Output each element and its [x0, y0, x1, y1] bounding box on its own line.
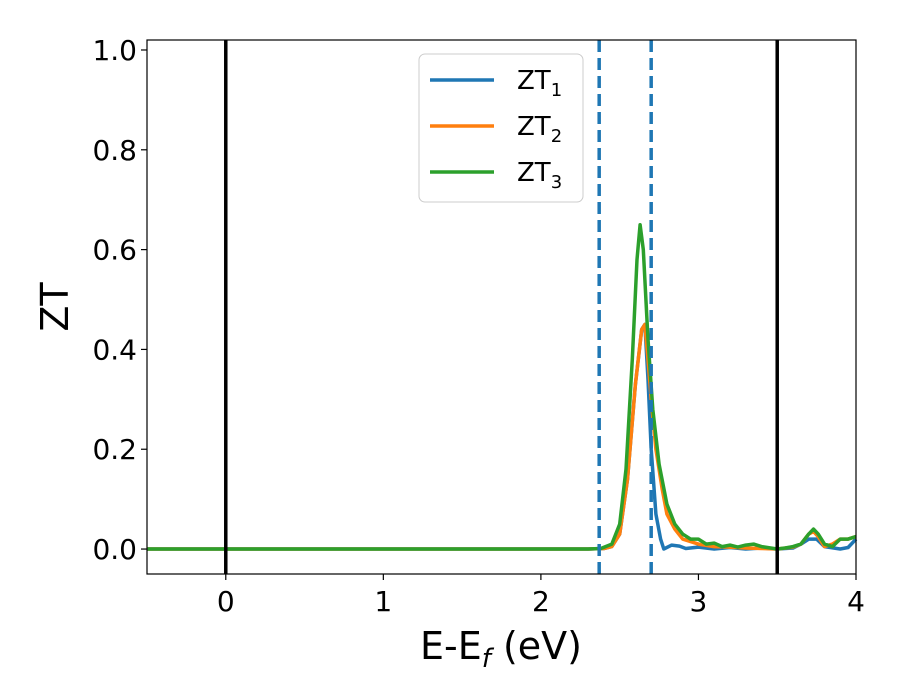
x-tick-label: 3 [690, 585, 708, 618]
y-tick-label: 0.4 [92, 333, 137, 366]
y-tick-label: 0.0 [92, 533, 137, 566]
plot-frame [146, 39, 857, 575]
x-tick-label: 1 [374, 585, 392, 618]
series-line-2 [147, 322, 857, 551]
y-tick-label: 1.0 [92, 34, 137, 67]
legend-box [418, 53, 584, 203]
x-axis-ticks: 0 1 2 3 4 [217, 574, 865, 618]
vertical-lines [224, 40, 779, 574]
legend: ZT1 ZT2 ZT3 [418, 53, 584, 203]
y-axis-label: ZT [33, 282, 77, 332]
series-line-3 [147, 222, 857, 551]
legend-entries: ZT1 ZT2 ZT3 [430, 66, 562, 193]
series-line-1 [147, 322, 858, 551]
series-layer [147, 222, 858, 551]
legend-label-1: ZT1 [517, 66, 562, 101]
x-axis-label: E-Ef (eV) [420, 624, 582, 674]
y-axis-ticks: 0.0 0.2 0.4 0.6 0.8 1.0 [92, 34, 147, 566]
x-tick-label: 0 [217, 585, 235, 618]
x-tick-label: 4 [847, 585, 865, 618]
y-tick-label: 0.6 [92, 234, 137, 267]
legend-label-2: ZT2 [517, 112, 562, 147]
x-tick-label: 2 [532, 585, 550, 618]
legend-label-3: ZT3 [517, 158, 562, 193]
y-tick-label: 0.8 [92, 134, 137, 167]
y-tick-label: 0.2 [92, 433, 137, 466]
